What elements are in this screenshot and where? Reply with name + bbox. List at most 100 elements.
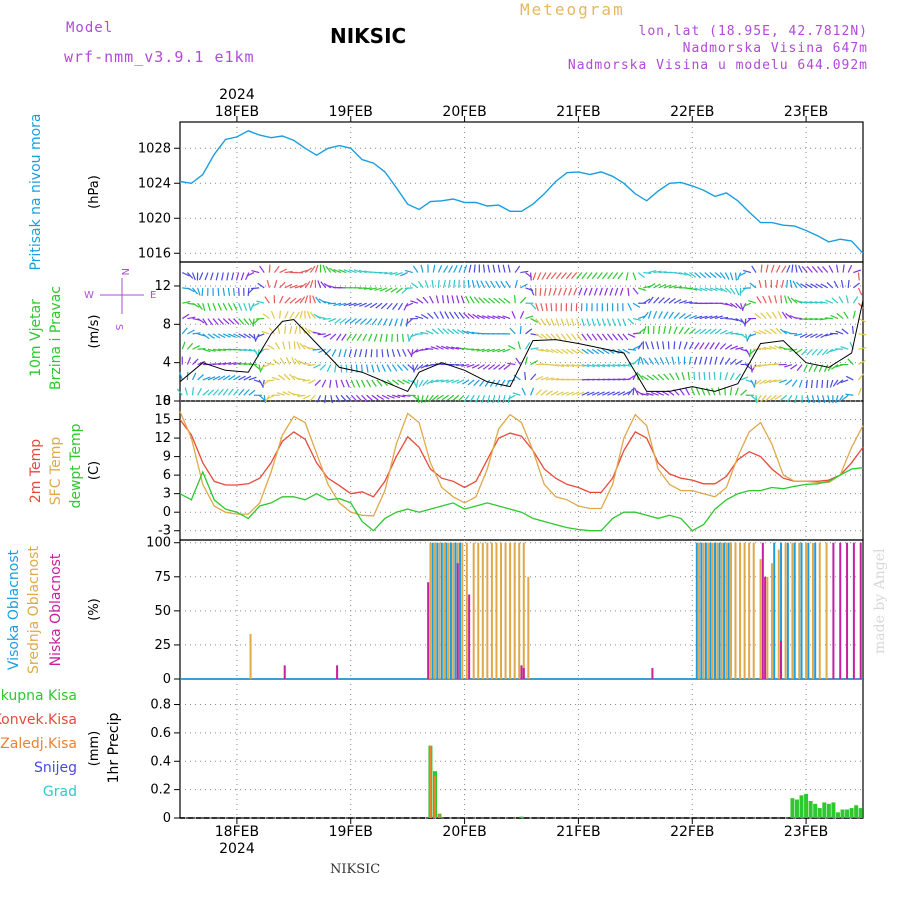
- wind-arrow-213: [299, 296, 306, 304]
- precip-title: 1hr Precip: [106, 713, 122, 784]
- wind-arrow-732: [596, 348, 605, 355]
- wind-arrow-738: [602, 391, 610, 396]
- wind-arrow-970: [729, 287, 736, 295]
- wind-arrow-420: [410, 300, 419, 304]
- wind-arrow-1014: [748, 300, 757, 304]
- wind-arrow-431: [420, 264, 424, 273]
- wind-arrow-847: [657, 373, 665, 381]
- wind-arrow-1097: [798, 265, 803, 273]
- wind-arrow-150: [256, 300, 265, 304]
- wind-arrow-235: [308, 379, 316, 385]
- wind-arrow-17: [186, 272, 194, 279]
- wind-arrow-1063: [778, 379, 787, 384]
- wind-arrow-368: [379, 271, 388, 274]
- wind-arrow-643: [545, 333, 553, 340]
- wind-arrow-1058: [777, 311, 783, 319]
- wind-arrow-751: [606, 333, 613, 341]
- cloud-bar-0-10: [709, 542, 712, 679]
- wind-arrow-518: [467, 313, 475, 320]
- wind-arrow-878: [678, 313, 686, 320]
- wind-arrow-111: [243, 348, 252, 352]
- wind-arrow-346: [373, 333, 378, 342]
- unit-label-cloud: (%): [87, 598, 102, 621]
- wind-arrow-597: [517, 341, 521, 350]
- wind-arrow-143: [251, 270, 260, 274]
- wind-arrow-1116: [816, 395, 820, 404]
- cloud-bar-1-19: [513, 542, 516, 679]
- wind-arrow-451: [430, 379, 439, 384]
- wind-arrow-963: [729, 387, 733, 396]
- wind-arrow-205: [294, 284, 303, 289]
- wind-arrow-404: [400, 271, 408, 277]
- temp-title-dew: dewpt Temp: [68, 423, 84, 508]
- wind-arrow-385: [390, 287, 398, 293]
- wind-arrow-858: [667, 341, 670, 350]
- wind-arrow-454: [431, 328, 439, 335]
- wind-arrow-484: [453, 279, 456, 288]
- wind-arrow-283: [336, 333, 342, 341]
- wind-arrow-223: [304, 281, 311, 289]
- wind-arrow-871: [673, 286, 682, 289]
- wind-arrow-142: [251, 287, 260, 290]
- wind-arrow-476: [448, 265, 454, 273]
- wind-arrow-1105: [800, 283, 808, 289]
- wind-arrow-51: [207, 303, 211, 311]
- wind-arrow-94: [233, 333, 241, 339]
- cloud-bar-2-11: [832, 542, 835, 679]
- wind-arrow-814: [642, 326, 647, 335]
- wind-arrow-228: [303, 344, 311, 350]
- wind-arrow-693: [576, 391, 585, 396]
- wind-arrow-859: [668, 326, 672, 335]
- wind-arrow-974: [735, 359, 743, 366]
- wind-arrow-261: [330, 395, 333, 404]
- wind-arrow-594: [512, 392, 521, 396]
- wind-arrow-155: [261, 364, 270, 368]
- wind-arrow-927: [706, 387, 711, 396]
- wind-arrow-602: [520, 270, 529, 274]
- precip-bar-0-3: [519, 816, 524, 818]
- wind-arrow-43: [201, 287, 204, 296]
- wind-arrow-392: [400, 318, 404, 327]
- wind-arrow-894: [688, 342, 694, 350]
- wind-arrow-1102: [799, 333, 808, 338]
- wind-arrow-1049: [771, 311, 777, 319]
- wind-arrow-1148: [824, 317, 833, 320]
- wind-arrow-315: [361, 394, 368, 402]
- precip-bar-1-0: [429, 745, 432, 818]
- wind-arrow-4: [181, 327, 188, 335]
- wind-arrow-249: [315, 296, 322, 304]
- wind-arrow-412: [404, 287, 413, 289]
- wind-arrow-203: [294, 311, 300, 319]
- wind-arrow-166: [268, 327, 275, 335]
- wind-arrow-226: [302, 379, 311, 382]
- wind-arrow-362: [386, 364, 392, 372]
- wind-arrow-870: [673, 298, 682, 304]
- wind-arrow-1128: [816, 348, 824, 356]
- wind-arrow-349: [369, 287, 378, 291]
- wind-arrow-1080: [794, 395, 798, 404]
- wind-arrow-172: [271, 376, 280, 381]
- wind-arrow-1153: [832, 379, 839, 387]
- wind-arrow-255: [318, 348, 326, 354]
- wind-arrow-1096: [795, 281, 803, 289]
- wind-arrow-248: [313, 313, 321, 320]
- wind-arrow-40: [202, 333, 210, 340]
- wind-arrow-460: [435, 379, 444, 383]
- wind-arrow-1136: [823, 364, 829, 373]
- wind-arrow-909: [695, 387, 701, 396]
- wind-arrow-879: [678, 300, 687, 304]
- wind-arrow-811: [637, 373, 644, 381]
- wind-arrow-353: [381, 364, 386, 373]
- wind-arrow-1008: [755, 395, 758, 404]
- wind-arrow-527: [472, 313, 480, 320]
- wind-arrow-649: [550, 377, 560, 381]
- wind-arrow-395: [394, 271, 403, 276]
- wind-arrow-16: [187, 287, 195, 293]
- wind-arrow-376: [385, 287, 393, 293]
- wind-arrow-946: [719, 371, 722, 380]
- wind-arrow-1045: [768, 379, 777, 384]
- ytick-label-cloud-3: 75: [154, 570, 171, 585]
- wind-arrow-1189: [857, 373, 865, 381]
- wind-arrow-161: [268, 264, 271, 273]
- wind-arrow-319: [356, 333, 363, 341]
